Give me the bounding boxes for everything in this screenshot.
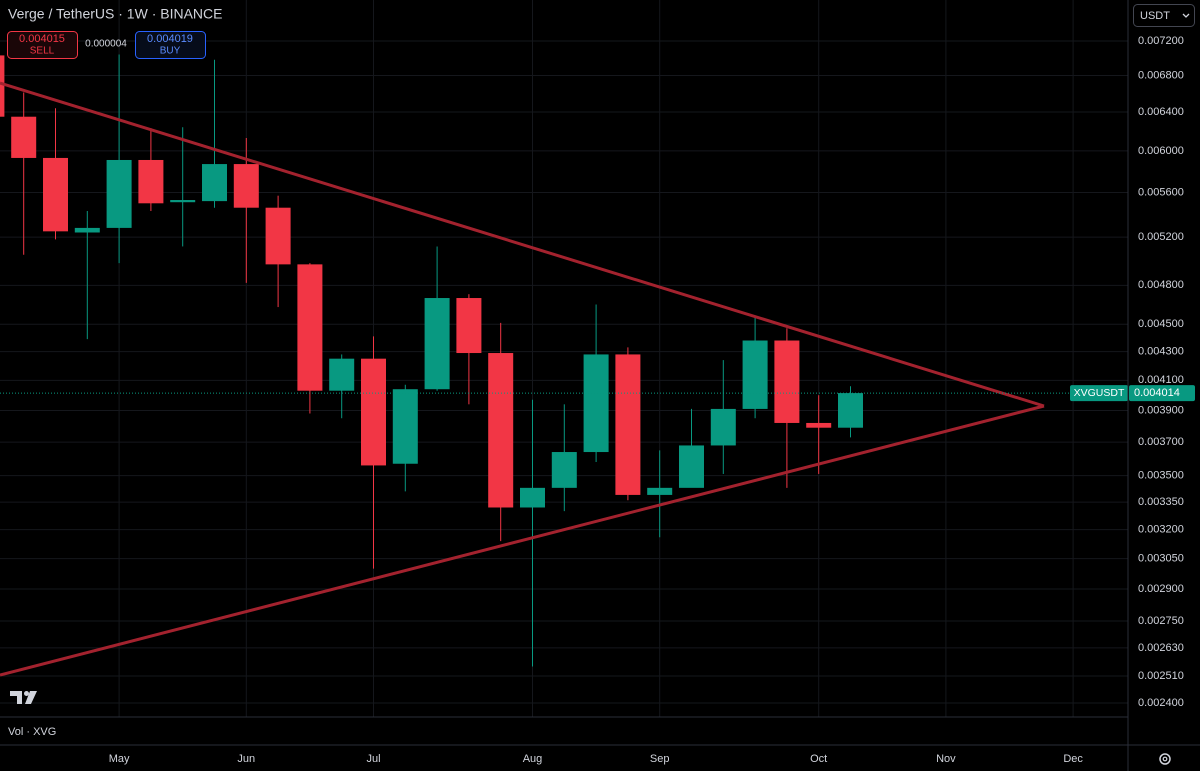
candle-body	[233, 164, 259, 208]
candle-body	[170, 200, 196, 203]
candle-body	[392, 389, 418, 464]
y-tick-label: 0.006400	[1138, 106, 1184, 118]
gear-center[interactable]	[1162, 756, 1168, 762]
y-tick-label: 0.003350	[1138, 496, 1184, 508]
price-value-box	[1129, 385, 1195, 402]
price-line: XVGUSDT 0.004014	[0, 385, 1195, 402]
y-tick-label: 0.003900	[1138, 404, 1184, 416]
y-tick-label: 0.006000	[1138, 145, 1184, 157]
y-tick-label: 0.003500	[1138, 470, 1184, 482]
y-tick-label: 0.004500	[1138, 318, 1184, 330]
sell-button[interactable]	[7, 31, 78, 59]
y-tick-label: 0.007200	[1138, 35, 1184, 47]
candle-body	[74, 227, 100, 233]
x-tick-label: Nov	[936, 753, 956, 765]
price-name-box	[1070, 385, 1128, 402]
x-tick-label: Jun	[237, 753, 255, 765]
logo-part	[25, 691, 37, 704]
x-tick-label: Oct	[810, 753, 827, 765]
trendline-lower	[0, 404, 1045, 677]
buy-price[interactable]: 0.004019	[147, 33, 193, 45]
x-tick-label: Jul	[366, 753, 380, 765]
settings-icon[interactable]	[1159, 753, 1171, 765]
candles	[0, 54, 863, 667]
candle-body	[488, 353, 514, 508]
candle-body	[583, 354, 609, 453]
y-tick-label: 0.002510	[1138, 670, 1184, 682]
y-tick-label: 0.002400	[1138, 697, 1184, 709]
logo-part	[10, 691, 22, 704]
tv-logo	[10, 691, 37, 704]
symbol-title: Verge / TetherUS · 1W · BINANCE	[8, 6, 222, 22]
x-tick-label: Dec	[1063, 753, 1083, 765]
candle-body	[265, 207, 291, 265]
x-tick-label: May	[109, 753, 130, 765]
price-name: XVGUSDT	[1074, 387, 1125, 399]
candle-body	[11, 116, 37, 158]
y-tick-label: 0.003200	[1138, 524, 1184, 536]
price-value: 0.004014	[1134, 387, 1180, 399]
y-tick-label: 0.006800	[1138, 69, 1184, 81]
candle-body	[424, 298, 450, 390]
currency-label[interactable]: USDT	[1140, 10, 1170, 22]
y-tick-label: 0.005200	[1138, 231, 1184, 243]
candle-body	[361, 358, 386, 466]
y-tick-label: 0.004300	[1138, 346, 1184, 358]
spread: 0.000004	[85, 39, 127, 50]
x-tick-label: Sep	[650, 753, 670, 765]
logo-part	[24, 691, 29, 696]
candle-body	[106, 159, 132, 228]
candle-body	[43, 157, 68, 232]
candle-body	[647, 487, 673, 495]
x-tick-label: Aug	[523, 753, 543, 765]
y-tick-label: 0.003050	[1138, 553, 1184, 565]
candle-body	[138, 159, 164, 204]
candle-body	[329, 358, 355, 391]
y-tick-label: 0.003700	[1138, 436, 1184, 448]
candle-body	[710, 408, 736, 446]
sell-label[interactable]: SELL	[30, 46, 55, 57]
candle-body	[806, 422, 832, 428]
volume-label: Vol · XVG	[8, 726, 56, 738]
sell-price[interactable]: 0.004015	[19, 33, 65, 45]
candle-body	[202, 164, 227, 202]
y-tick-label: 0.005600	[1138, 186, 1184, 198]
candle-body	[615, 354, 641, 495]
y-tick-label: 0.002900	[1138, 583, 1184, 595]
candle-body	[0, 55, 5, 117]
candle-body	[774, 340, 800, 423]
y-tick-label: 0.002750	[1138, 615, 1184, 627]
candle-body	[456, 298, 482, 354]
candle-body	[520, 487, 545, 508]
y-tick-label: 0.002630	[1138, 642, 1184, 654]
candle-body	[297, 264, 323, 391]
buy-button[interactable]	[135, 31, 206, 59]
y-tick-label: 0.004800	[1138, 279, 1184, 291]
candle-body	[838, 393, 863, 428]
candle-body	[742, 340, 768, 409]
triangle-drawing	[0, 81, 1045, 677]
gear[interactable]	[1159, 753, 1171, 765]
dropdown-chevron[interactable]	[1182, 13, 1190, 18]
trendline-upper	[0, 81, 1045, 408]
currency-dropdown[interactable]	[1133, 4, 1195, 27]
y-tick-label: 0.004100	[1138, 374, 1184, 386]
candle-body	[551, 452, 577, 488]
buy-label[interactable]: BUY	[160, 46, 181, 57]
candle-body	[679, 445, 704, 488]
